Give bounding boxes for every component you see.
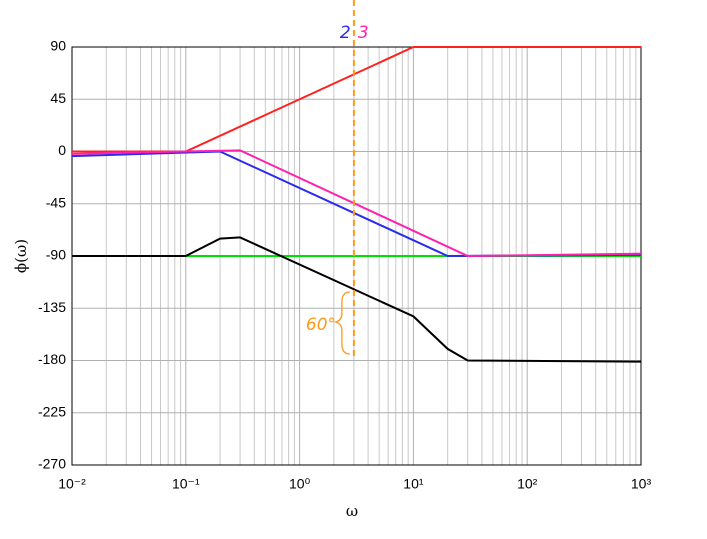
x-tick-label: 10¹ [403,476,424,492]
annotation: 3 [358,23,369,43]
y-axis-label: ϕ(ω) [12,239,30,273]
x-tick-label: 10⁰ [289,476,311,492]
y-tick-label: 90 [50,38,66,54]
y-tick-label: -90 [46,247,66,263]
x-axis-label: ω [346,502,358,520]
y-tick-label: -135 [38,299,66,315]
y-tick-label: -180 [38,351,66,367]
annotation: 60° [306,315,336,335]
y-tick-label: 0 [58,142,66,158]
x-tick-label: 10² [517,476,538,492]
x-tick-label: 10³ [631,476,652,492]
x-tick-label: 10⁻² [58,476,86,492]
phase-line [72,46,641,153]
y-tick-label: -270 [38,456,66,472]
annotation: 2 [340,23,351,43]
phase-line [72,236,642,363]
x-tick-label: 10⁻¹ [172,476,200,492]
brace [333,291,350,355]
y-tick-label: -45 [46,194,66,210]
y-tick-label: -225 [38,403,66,419]
y-tick-label: 45 [50,90,66,106]
